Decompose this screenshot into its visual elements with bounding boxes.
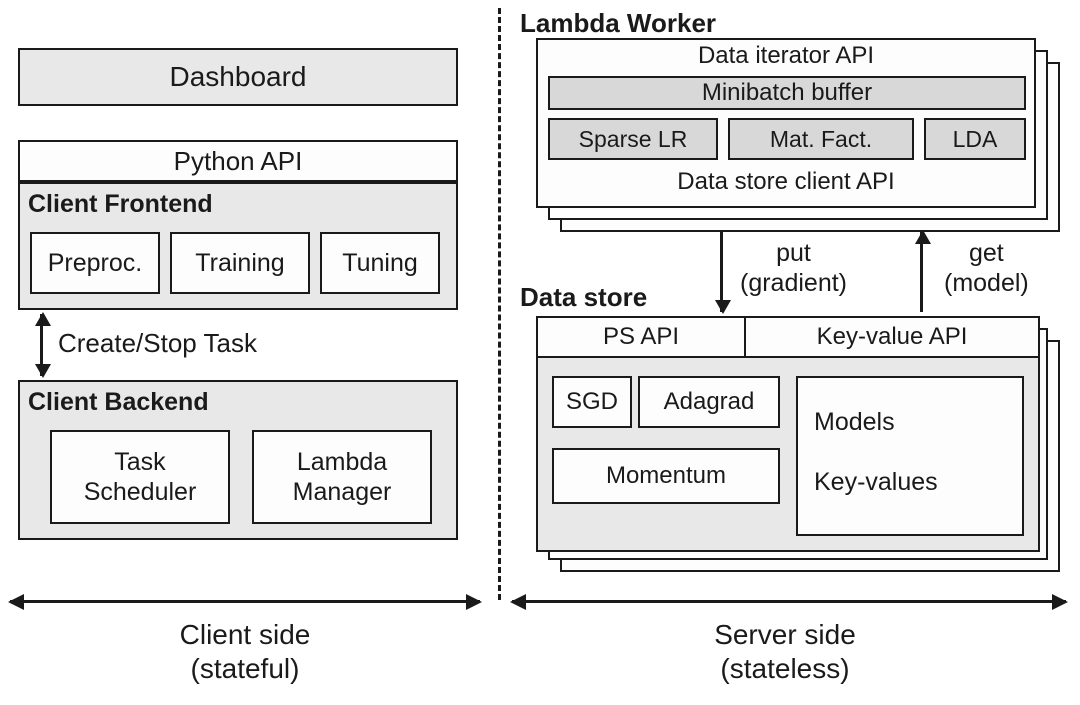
client-side-line2: (stateful) — [191, 653, 300, 684]
client-side-caption: Client side (stateful) — [120, 618, 370, 685]
lambda-row3-label2: Mat. Fact. — [770, 126, 872, 153]
server-side-line2: (stateless) — [720, 653, 849, 684]
get-line2: (model) — [944, 269, 1029, 297]
lambda-worker-title: Lambda Worker — [520, 8, 716, 39]
client-frontend-container: Client Frontend Preproc. Training Tuning — [18, 182, 458, 310]
backend-scheduler-label: Task Scheduler — [84, 447, 197, 507]
client-side-arrow — [10, 600, 480, 603]
frontend-tuning-label: Tuning — [342, 249, 418, 278]
dashboard-box: Dashboard — [18, 48, 458, 106]
data-store-container: PS API Key-value API SGD Adagrad Momentu… — [536, 316, 1036, 548]
momentum-label: Momentum — [606, 462, 726, 490]
models-kv-box: Models Key-values — [796, 376, 1024, 536]
frontend-training-box: Training — [170, 232, 310, 294]
kv-api-box: Key-value API — [744, 316, 1040, 358]
python-api-label: Python API — [174, 146, 303, 177]
lambda-row3-label3: LDA — [953, 126, 998, 153]
frontend-tuning-box: Tuning — [320, 232, 440, 294]
put-line1: put — [776, 239, 811, 267]
adagrad-box: Adagrad — [638, 376, 780, 428]
lambda-worker-container: Data iterator API Minibatch buffer Spars… — [536, 38, 1036, 208]
models-label: Models — [814, 408, 895, 437]
lambda-row3-box2: Mat. Fact. — [728, 118, 914, 160]
get-line1: get — [969, 239, 1004, 267]
keyvalues-label: Key-values — [814, 468, 938, 497]
frontend-preproc-label: Preproc. — [48, 249, 142, 278]
create-stop-arrow — [40, 314, 43, 376]
get-label: get (model) — [944, 238, 1029, 298]
sgd-box: SGD — [552, 376, 632, 428]
get-arrow — [920, 232, 923, 312]
kv-api-label: Key-value API — [817, 323, 968, 351]
divider-line — [498, 8, 501, 600]
backend-scheduler-box: Task Scheduler — [50, 430, 230, 524]
client-backend-container: Client Backend Task Scheduler Lambda Man… — [18, 380, 458, 540]
backend-lambda-box: Lambda Manager — [252, 430, 432, 524]
create-stop-label: Create/Stop Task — [58, 328, 257, 359]
lambda-row4: Data store client API — [538, 168, 1034, 196]
lambda-row2-box: Minibatch buffer — [548, 76, 1026, 110]
lambda-row4-label: Data store client API — [677, 168, 894, 195]
put-arrow — [720, 232, 723, 312]
server-side-arrow — [512, 600, 1066, 603]
momentum-box: Momentum — [552, 448, 780, 504]
lambda-row2-label: Minibatch buffer — [702, 79, 872, 107]
frontend-preproc-box: Preproc. — [30, 232, 160, 294]
ps-api-box: PS API — [536, 316, 746, 358]
lambda-row3-label1: Sparse LR — [579, 126, 688, 153]
server-side-line1: Server side — [714, 619, 856, 650]
dashboard-label: Dashboard — [170, 61, 307, 93]
adagrad-label: Adagrad — [664, 388, 755, 416]
lambda-row3-box3: LDA — [924, 118, 1026, 160]
client-backend-title: Client Backend — [28, 388, 209, 417]
server-side-caption: Server side (stateless) — [660, 618, 910, 685]
data-store-body: SGD Adagrad Momentum Models Key-values — [536, 356, 1040, 552]
ps-api-label: PS API — [603, 323, 679, 351]
lambda-row1: Data iterator API — [538, 42, 1034, 70]
client-frontend-title: Client Frontend — [28, 190, 213, 219]
lambda-row3-box1: Sparse LR — [548, 118, 718, 160]
frontend-training-label: Training — [195, 249, 284, 278]
put-line2: (gradient) — [740, 269, 847, 297]
lambda-row1-label: Data iterator API — [698, 42, 874, 69]
put-label: put (gradient) — [740, 238, 847, 298]
backend-lambda-label: Lambda Manager — [293, 447, 392, 507]
sgd-label: SGD — [566, 388, 618, 416]
client-side-line1: Client side — [180, 619, 311, 650]
data-store-title: Data store — [520, 282, 647, 313]
python-api-box: Python API — [18, 140, 458, 182]
